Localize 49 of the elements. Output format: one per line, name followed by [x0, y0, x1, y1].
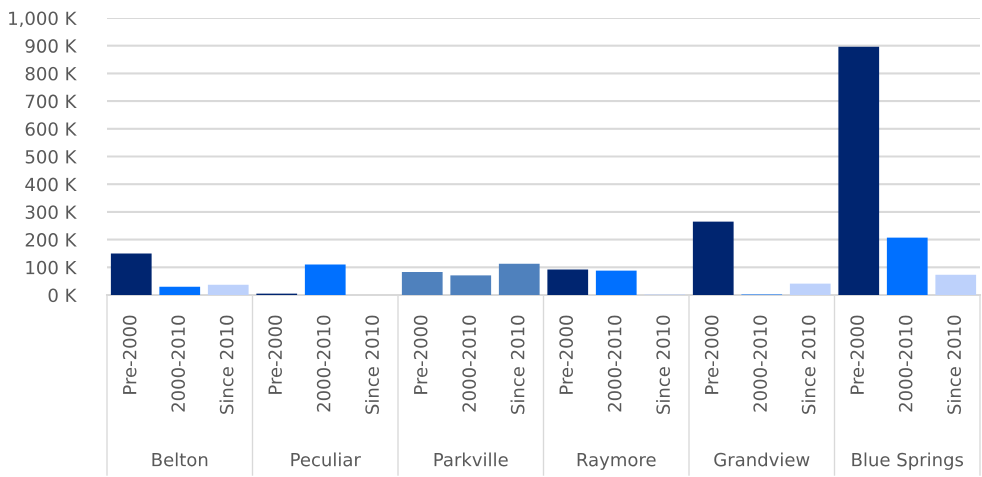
x-tick-label: Pre-2000: [704, 316, 718, 394]
x-tick-label: Since 2010: [220, 316, 234, 414]
x-tick-label: Since 2010: [802, 316, 816, 414]
bar: [886, 238, 928, 295]
bar: [304, 264, 346, 295]
x-tick-label: 2000-2010: [462, 316, 476, 412]
x-tick-label: Pre-2000: [559, 316, 573, 394]
bar: [402, 272, 443, 295]
x-tick-label: Since 2010: [365, 316, 379, 414]
y-tick-label: 600 K: [26, 122, 77, 136]
bar: [498, 264, 540, 295]
y-tick-label: 400 K: [25, 178, 77, 192]
x-tick-label: Pre-2000: [414, 316, 428, 394]
bar: [547, 270, 588, 295]
bar: [159, 286, 200, 295]
text: Grandview: [714, 452, 810, 466]
x-tick-label: 2000-2010: [898, 316, 912, 412]
x-tick-label: 2000-2010: [316, 316, 330, 412]
bar: [838, 46, 880, 295]
bar: [596, 270, 637, 295]
y-tick-label: 1,000 K: [9, 11, 77, 27]
bar: [790, 284, 831, 295]
y-tick-label: 500 K: [26, 150, 77, 164]
bar: [208, 284, 249, 295]
y-tick-label: 300 K: [26, 205, 77, 220]
text: Peculiar: [291, 452, 361, 466]
x-tick-label: Since 2010: [656, 316, 670, 414]
text: Raymore: [578, 453, 656, 470]
y-tick-label: 800 K: [26, 66, 77, 81]
bar: [692, 222, 734, 295]
y-tick-label: 100 K: [26, 260, 77, 274]
x-tick-label: 2000-2010: [171, 316, 185, 412]
y-tick-label: 0 K: [48, 288, 77, 302]
y-tick-label: 900 K: [26, 39, 77, 53]
y-tick-label: 700 K: [26, 94, 77, 108]
text: Blue Springs: [852, 452, 964, 470]
text: Belton: [152, 452, 208, 466]
bar: [935, 274, 976, 295]
x-tick-label: 2000-2010: [608, 316, 622, 412]
x-tick-label: Pre-2000: [850, 316, 864, 394]
x-tick-label: Pre-2000: [122, 316, 136, 394]
y-tick-label: 200 K: [26, 233, 77, 247]
x-tick-label: 2000-2010: [753, 316, 767, 412]
bar: [110, 253, 152, 295]
x-tick-label: Since 2010: [510, 316, 524, 414]
bar: [450, 275, 492, 295]
text: Parkville: [434, 452, 508, 466]
x-tick-label: Pre-2000: [268, 316, 282, 394]
x-tick-label: Since 2010: [947, 316, 961, 414]
